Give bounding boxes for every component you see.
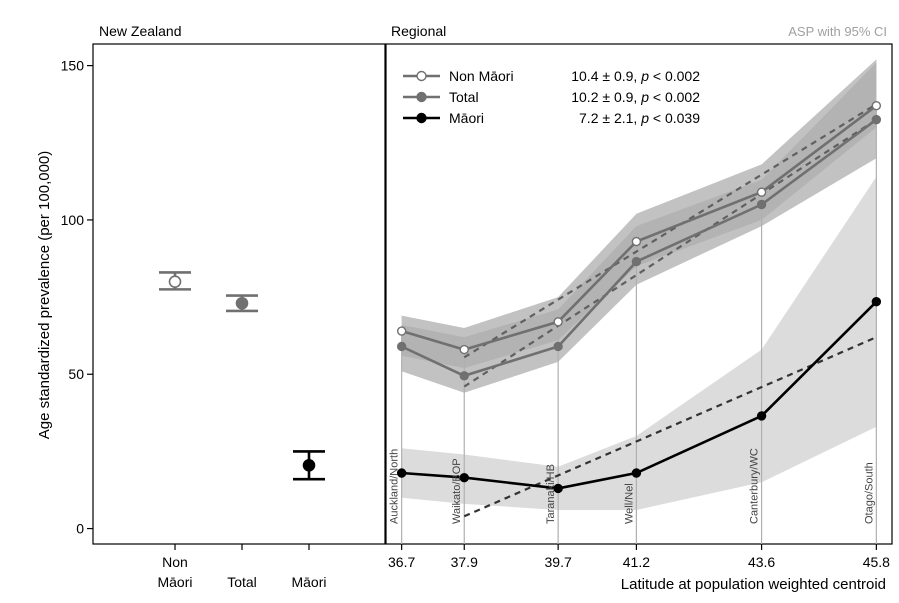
series-lines [396, 101, 882, 494]
y-axis: 0 50 100 150 [61, 58, 93, 537]
legend-entry-nonmaori: Non Māori 10.4 ± 0.9, p < 0.002 [403, 68, 700, 84]
data-point [871, 297, 882, 307]
point-marker [302, 458, 316, 472]
legend-label: Non Māori [449, 68, 514, 84]
region-label: Auckland/North [389, 449, 401, 524]
x-axis-title: Latitude at population weighted centroid [621, 576, 886, 593]
data-point [756, 199, 767, 210]
legend-label: Total [449, 89, 479, 105]
data-point [871, 101, 882, 111]
data-point [871, 114, 882, 125]
right-panel-title: Regional [391, 23, 446, 39]
data-point [396, 326, 407, 336]
ci-bands [401, 59, 877, 510]
region-label: Taranaki/HB [545, 464, 557, 524]
data-point [459, 344, 469, 355]
series-line [401, 300, 878, 490]
legend-label: Māori [449, 110, 484, 126]
left-panel-new-zealand: New Zealand 0 50 100 150 Non Māori Total Māori… [36, 23, 386, 590]
y-tick-label: 150 [61, 58, 85, 74]
series-nonmaori [396, 101, 882, 355]
point-marker [168, 275, 182, 288]
legend-stat: 10.2 ± 0.9, p < 0.002 [571, 89, 700, 105]
region-labels: Auckland/North Waikato/BOP Taranaki/HB Well… [389, 448, 876, 524]
x-tick-label: 37.9 [451, 554, 478, 570]
legend-entry-total: Total 10.2 ± 0.9, p < 0.002 [403, 89, 700, 105]
series-line [401, 118, 878, 378]
ci-band-maori [401, 176, 877, 510]
region-guides [401, 105, 877, 544]
legend-stat: 10.4 ± 0.9, p < 0.002 [571, 68, 700, 84]
trend-line-maori [463, 336, 877, 518]
legend: Non Māori 10.4 ± 0.9, p < 0.002 Total 10.2 … [403, 68, 700, 126]
y-tick-label: 50 [68, 366, 84, 382]
point-maori [293, 450, 325, 481]
point-marker [235, 296, 249, 310]
data-point [756, 187, 767, 197]
right-panel-regional: Regional ASP with 95% CI Auckland/North W… [385, 23, 893, 593]
x-tick-label: 39.7 [545, 554, 572, 570]
ci-band-nonmaori [401, 62, 877, 369]
left-panel-title: New Zealand [99, 23, 182, 39]
left-panel-frame [92, 43, 386, 545]
legend-marker [416, 112, 427, 124]
x-axis: 36.7 37.9 39.7 41.2 43.6 45.8 [388, 544, 890, 570]
data-point [459, 371, 469, 381]
x-tick-label: 43.6 [748, 554, 775, 570]
ci-note: ASP with 95% CI [788, 24, 887, 39]
point-total [226, 294, 258, 313]
data-point [631, 468, 642, 478]
x-tick-label: 36.7 [388, 554, 415, 570]
data-point [396, 468, 407, 478]
series-maori [396, 297, 882, 494]
data-point [631, 256, 642, 267]
left-panel-points [159, 271, 325, 550]
data-point [396, 341, 407, 352]
data-point [459, 472, 469, 483]
x-tick-label: 41.2 [623, 554, 650, 570]
legend-stat: 7.2 ± 2.1, p < 0.039 [579, 110, 700, 126]
point-nonmaori [159, 271, 191, 291]
trend-line-nonmaori [463, 103, 877, 359]
legend-marker [416, 70, 427, 82]
right-panel-frame [385, 43, 893, 545]
data-point [553, 483, 563, 494]
trend-lines [463, 103, 877, 518]
series-total [396, 114, 882, 381]
region-label: Well/Nel [623, 483, 635, 524]
region-label: Otago/South [863, 462, 875, 524]
y-tick-label: 0 [76, 521, 84, 537]
data-point [553, 317, 563, 327]
region-label: Waikato/BOP [451, 458, 463, 524]
legend-marker [416, 91, 427, 103]
x-tick-label: 45.8 [863, 554, 890, 570]
region-label: Canterbury/WC [749, 448, 761, 524]
category-label: Non [162, 554, 188, 570]
trend-line-total [463, 118, 877, 388]
series-line [401, 104, 878, 351]
data-point [631, 236, 642, 247]
legend-entry-maori: Māori 7.2 ± 2.1, p < 0.039 [403, 110, 700, 126]
category-label-line2: Māori [157, 574, 192, 590]
y-tick-label: 100 [61, 212, 85, 228]
data-point [553, 341, 563, 352]
category-label: Māori [291, 574, 326, 590]
data-point [756, 411, 767, 421]
category-labels: Non Māori Total Māori [157, 554, 326, 590]
y-axis-title: Age standardized prevalence (per 100,000… [36, 151, 53, 440]
category-label: Total [227, 574, 257, 590]
